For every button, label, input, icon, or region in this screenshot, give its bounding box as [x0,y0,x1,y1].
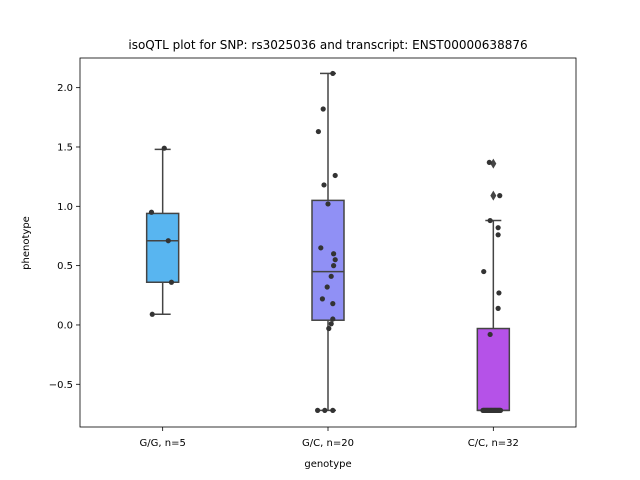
data-point [495,225,501,231]
data-point [332,257,338,263]
x-tick-label: G/G, n=5 [140,438,186,449]
data-point [497,193,503,199]
y-tick-label: −0.5 [49,380,73,391]
data-point [487,331,493,338]
box-iqr [476,327,511,412]
data-point [486,159,492,166]
box-group [145,145,180,317]
data-point [332,172,338,179]
outlier-marker [490,158,497,169]
data-point [487,217,493,224]
data-point [149,311,155,317]
data-point [495,305,501,311]
data-point [330,316,336,322]
data-point [330,407,336,413]
data-point [325,201,331,207]
data-point [318,245,324,251]
data-point [495,232,501,238]
data-point [315,128,321,135]
data-point [330,70,336,77]
data-point [165,238,171,244]
data-point [320,106,326,112]
data-point [161,145,167,151]
y-tick-label: 0.0 [57,320,73,331]
box-iqr [145,212,180,283]
plot-area [145,70,511,413]
box-group [476,158,511,413]
box-group [311,70,345,413]
data-point [319,296,325,302]
data-point [481,268,487,275]
data-point [324,284,330,290]
data-point [328,321,334,327]
data-point [326,325,332,332]
data-point [497,407,504,413]
y-tick-label: 1.0 [57,202,73,213]
data-point [321,182,327,188]
data-point [168,279,175,285]
x-axis: G/G, n=5 G/C, n=20 C/C, n=32 [140,427,519,449]
box-iqr [311,199,345,321]
x-tick-label: G/C, n=20 [302,438,354,449]
outlier-marker [490,190,497,201]
y-tick-label: 2.0 [57,83,73,94]
chart-title: isoQTL plot for SNP: rs3025036 and trans… [128,38,527,52]
data-point [148,209,155,215]
data-point [331,263,337,269]
y-axis: −0.5 0.0 0.5 1.0 1.5 2.0 [49,83,80,391]
data-point [328,273,334,279]
x-tick-label: C/C, n=32 [468,438,519,449]
data-point [496,290,502,296]
y-tick-label: 1.5 [57,142,73,153]
y-tick-label: 0.5 [57,261,73,272]
y-axis-label: phenotype [21,216,32,270]
data-point [315,407,321,413]
data-point [330,301,336,307]
x-axis-label: genotype [304,459,351,470]
data-point [322,407,328,413]
data-point [331,251,337,257]
